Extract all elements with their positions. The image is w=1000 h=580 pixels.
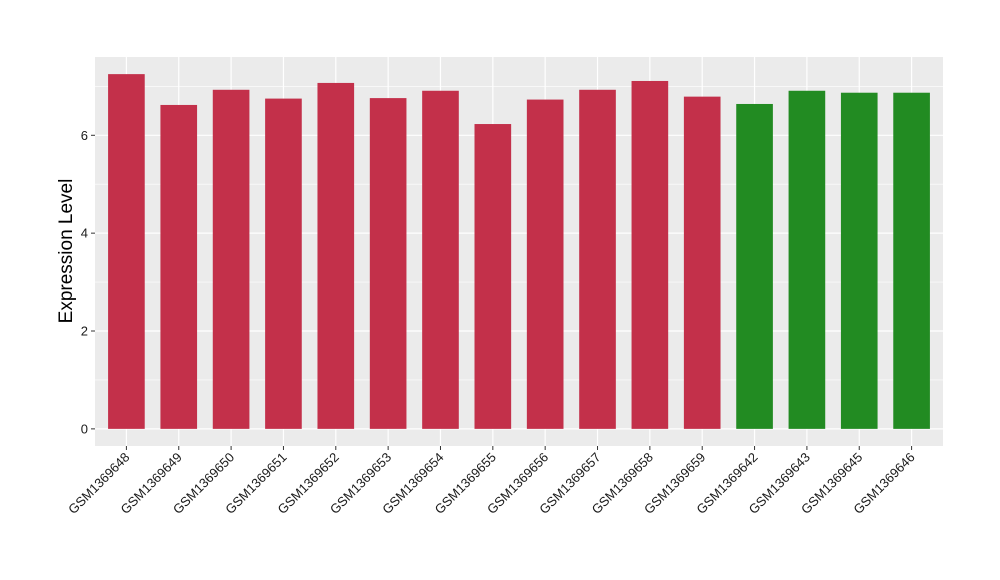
y-tick-label: 4 bbox=[81, 226, 88, 241]
bar-GSM1369649 bbox=[160, 104, 198, 429]
bar-GSM1369643 bbox=[788, 90, 826, 429]
bar-GSM1369652 bbox=[317, 82, 355, 429]
bar-GSM1369650 bbox=[212, 89, 250, 429]
x-axis: GSM1369648GSM1369649GSM1369650GSM1369651… bbox=[65, 446, 918, 517]
y-tick-label: 0 bbox=[81, 421, 88, 436]
bar-GSM1369645 bbox=[840, 92, 878, 429]
y-tick-label: 6 bbox=[81, 128, 88, 143]
bar-GSM1369654 bbox=[422, 90, 459, 429]
bars-group bbox=[108, 74, 930, 429]
bar-GSM1369655 bbox=[474, 124, 512, 429]
bar-GSM1369658 bbox=[631, 80, 669, 429]
bar-GSM1369642 bbox=[736, 103, 773, 429]
bar-GSM1369653 bbox=[369, 98, 407, 429]
y-axis-title: Expression Level bbox=[56, 179, 77, 324]
y-axis: 0 2 4 6 bbox=[81, 128, 95, 436]
bar-GSM1369651 bbox=[265, 98, 302, 429]
bar-GSM1369657 bbox=[579, 89, 616, 429]
bar-GSM1369659 bbox=[683, 96, 721, 429]
y-tick-label: 2 bbox=[81, 324, 88, 339]
bar-GSM1369656 bbox=[526, 99, 564, 429]
bar-GSM1369646 bbox=[893, 92, 930, 429]
bar-GSM1369648 bbox=[108, 74, 145, 429]
